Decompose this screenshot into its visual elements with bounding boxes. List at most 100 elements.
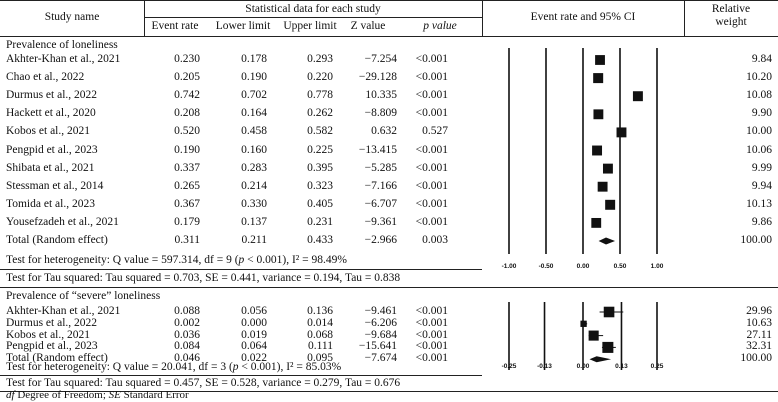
- section-rule: [0, 269, 482, 270]
- relative-weight-cell: 10.00: [746, 125, 772, 138]
- event-rate-cell: 0.208: [174, 107, 200, 120]
- z-value-cell: −29.128: [358, 71, 397, 84]
- z-value-cell: −6.206: [364, 316, 397, 329]
- study-point: [605, 199, 616, 210]
- study-name-cell: Yousefzadeh et al., 2021: [6, 215, 119, 228]
- relative-weight-cell: 9.86: [751, 215, 772, 228]
- section-rule: [0, 287, 778, 288]
- study-point: [588, 330, 599, 341]
- relative-weight-cell: 9.99: [751, 161, 772, 174]
- event-rate-cell: 0.742: [174, 89, 200, 102]
- upper-limit-cell: 0.262: [307, 107, 333, 120]
- z-value-cell: −7.254: [364, 53, 397, 65]
- relative-weight-cell: 9.90: [751, 107, 772, 120]
- header-study-name: Study name: [44, 11, 100, 23]
- upper-limit-cell: 0.582: [307, 125, 333, 138]
- relative-weight-cell: 10.06: [746, 143, 772, 156]
- relative-weight-cell: 9.94: [751, 179, 772, 192]
- lower-limit-cell: 0.702: [241, 89, 267, 102]
- study-point: [592, 145, 603, 156]
- lower-limit-cell: 0.214: [241, 179, 267, 192]
- z-value-cell: −7.674: [364, 352, 397, 365]
- relative-weight-cell: 9.84: [751, 53, 772, 65]
- p-value-cell: <0.001: [415, 352, 448, 365]
- study-name-cell: Chao et al., 2022: [6, 71, 85, 84]
- header-divider: [482, 0, 483, 36]
- relative-weight-cell: 27.11: [746, 328, 772, 341]
- study-name-cell: Total (Random effect): [6, 234, 108, 246]
- p-value-cell: <0.001: [415, 53, 448, 65]
- header-relative-weight-line1: Relative: [711, 3, 751, 15]
- study-point: [597, 181, 608, 192]
- study-name-cell: Durmus et al., 2022: [6, 89, 98, 102]
- top-rule: [0, 0, 778, 1]
- z-value-cell: −8.809: [364, 107, 397, 120]
- study-point: [616, 127, 627, 138]
- event-rate-cell: 0.367: [174, 197, 200, 210]
- event-rate-cell: 0.002: [174, 316, 200, 329]
- p-value-cell: <0.001: [415, 179, 448, 192]
- relative-weight-cell: 10.20: [746, 71, 772, 84]
- p-value-cell: <0.001: [415, 107, 448, 120]
- z-value-cell: −6.707: [364, 197, 397, 210]
- p-value-cell: <0.001: [415, 340, 448, 353]
- lower-limit-cell: 0.211: [241, 234, 267, 246]
- upper-limit-cell: 0.433: [307, 234, 333, 246]
- z-value-cell: −9.684: [364, 328, 397, 341]
- p-value-cell: <0.001: [415, 316, 448, 329]
- footnote: df Degree of Freedom; SE Standard Error: [6, 389, 189, 401]
- upper-limit-cell: 0.231: [307, 215, 333, 228]
- header-lower-limit: Lower limit: [215, 20, 271, 32]
- z-value-cell: −9.461: [364, 305, 397, 317]
- axis-tick-label: -1.00: [502, 263, 517, 270]
- event-rate-cell: 0.265: [174, 179, 200, 192]
- study-point: [593, 109, 604, 120]
- lower-limit-cell: 0.137: [241, 215, 267, 228]
- study-name-cell: Tomida et al., 2023: [6, 197, 95, 210]
- p-value-cell: <0.001: [415, 328, 448, 341]
- upper-limit-cell: 0.111: [307, 340, 333, 353]
- lower-limit-cell: 0.000: [241, 316, 267, 329]
- p-value-cell: 0.527: [422, 125, 448, 138]
- lower-limit-cell: 0.160: [241, 143, 267, 156]
- event-rate-cell: 0.036: [174, 328, 200, 341]
- axis-tick-label: 0.13: [615, 363, 628, 370]
- study-name-cell: Shibata et al., 2021: [6, 161, 95, 174]
- event-rate-cell: 0.205: [174, 71, 200, 84]
- study-name-cell: Durmus et al., 2022: [6, 316, 98, 329]
- study-name-cell: Akhter-Khan et al., 2021: [6, 53, 121, 65]
- relative-weight-cell: 29.96: [746, 305, 772, 317]
- relative-weight-cell: 10.13: [746, 197, 772, 210]
- p-value-cell: <0.001: [415, 215, 448, 228]
- relative-weight-cell: 10.63: [746, 316, 772, 329]
- upper-limit-cell: 0.293: [307, 53, 333, 65]
- study-point: [632, 91, 643, 102]
- header-ci-title: Event rate and 95% CI: [530, 11, 636, 23]
- lower-limit-cell: 0.283: [241, 161, 267, 174]
- upper-limit-cell: 0.220: [307, 71, 333, 84]
- p-value-cell: <0.001: [415, 197, 448, 210]
- header-divider: [684, 0, 685, 36]
- p-value-cell: <0.001: [415, 71, 448, 84]
- event-rate-cell: 0.046: [174, 352, 200, 365]
- event-rate-cell: 0.084: [174, 340, 200, 353]
- upper-limit-cell: 0.068: [307, 328, 333, 341]
- study-point: [603, 306, 615, 318]
- event-rate-cell: 0.230: [174, 53, 200, 65]
- study-point: [595, 55, 605, 65]
- study-name-cell: Kobos et al., 2021: [6, 125, 91, 138]
- study-point: [602, 341, 614, 353]
- upper-limit-cell: 0.136: [307, 305, 333, 317]
- z-value-cell: −13.415: [358, 143, 397, 156]
- p-value-cell: 0.003: [422, 234, 448, 246]
- axis-tick-label: 0.25: [651, 363, 664, 370]
- pooled-diamond: [589, 356, 612, 363]
- study-name-cell: Akhter-Khan et al., 2021: [6, 305, 121, 317]
- heterogeneity-test: Test for heterogeneity: Q value = 597.31…: [6, 254, 347, 266]
- event-rate-cell: 0.088: [174, 305, 200, 317]
- axis-tick-label: 0.50: [614, 263, 627, 270]
- z-value-cell: −15.641: [358, 340, 397, 353]
- p-value-cell: <0.001: [415, 89, 448, 102]
- axis-tick-label: -0.25: [502, 363, 517, 370]
- header-subrule: [144, 17, 482, 18]
